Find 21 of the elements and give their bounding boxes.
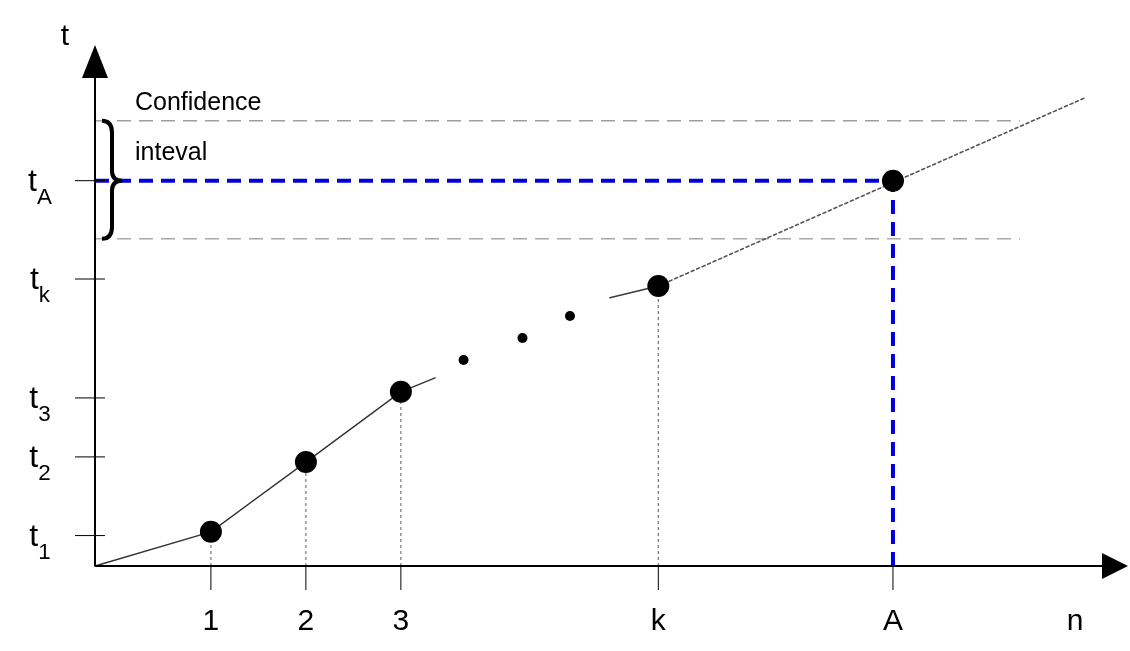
point <box>881 169 904 192</box>
ref-line-label: t$_{A}$ <box>28 161 52 209</box>
x-tick-label: k <box>650 603 667 636</box>
point <box>647 275 670 298</box>
x-axis-title: n <box>1066 603 1084 636</box>
x-tick-label: 3 <box>392 603 410 636</box>
ref-line-label: t$_{k}$ <box>29 260 51 307</box>
ref-line-label: t$_{1}$ <box>29 516 51 564</box>
point <box>389 380 412 403</box>
point <box>564 310 575 321</box>
point <box>458 355 469 365</box>
point <box>199 520 222 543</box>
ref-line-label: t$_{2}$ <box>29 437 51 485</box>
ref-line-label: t$_{3}$ <box>29 378 51 426</box>
annotation: Confidence inteval <box>135 87 262 165</box>
x-tick-label: 2 <box>297 603 315 636</box>
x-tick-label: 1 <box>202 603 220 636</box>
point <box>294 451 317 474</box>
x-tick-label: A <box>882 603 903 636</box>
point <box>517 333 528 343</box>
y-axis-title: t <box>60 18 70 51</box>
